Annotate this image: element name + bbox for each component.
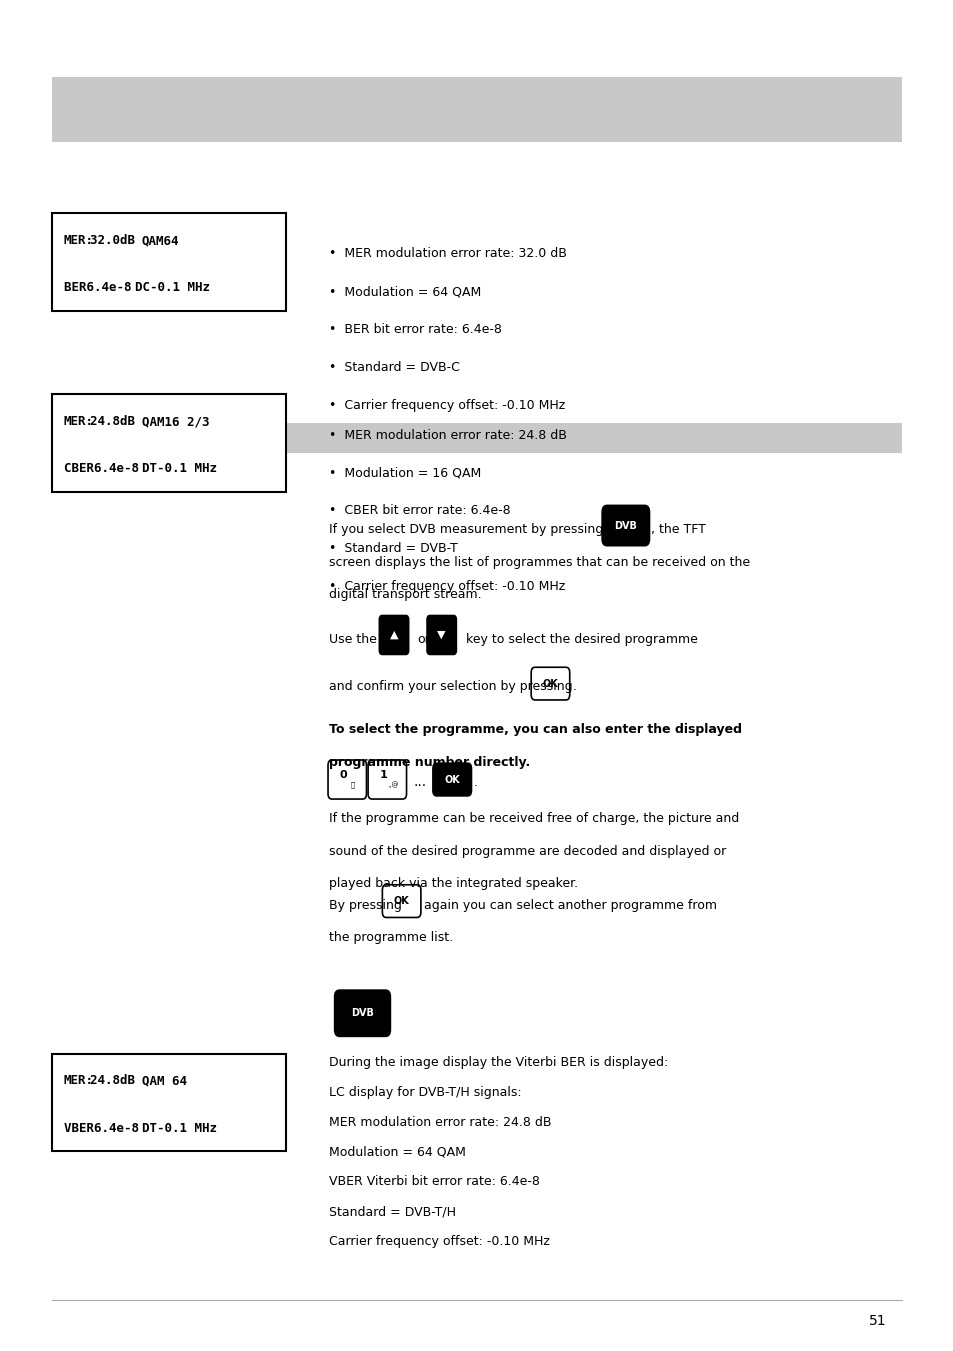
- Text: Carrier frequency offset: -0.10 MHz: Carrier frequency offset: -0.10 MHz: [329, 1235, 550, 1248]
- Text: QAM 64: QAM 64: [142, 1074, 187, 1088]
- Text: DVB: DVB: [614, 520, 637, 531]
- Text: •  Carrier frequency offset: -0.10 MHz: • Carrier frequency offset: -0.10 MHz: [329, 580, 565, 593]
- Text: , the TFT: , the TFT: [650, 523, 705, 536]
- FancyBboxPatch shape: [531, 667, 569, 700]
- FancyBboxPatch shape: [433, 763, 471, 796]
- Text: QAM64: QAM64: [142, 234, 179, 247]
- Text: .,@: .,@: [387, 782, 398, 788]
- Text: 24.8dB: 24.8dB: [90, 415, 150, 428]
- Text: By pressing: By pressing: [329, 898, 401, 912]
- FancyBboxPatch shape: [601, 505, 649, 546]
- Text: VBER6.4e-8: VBER6.4e-8: [64, 1121, 153, 1135]
- Bar: [52, 1054, 286, 1151]
- Text: OK: OK: [394, 896, 409, 907]
- Text: DT-0.1 MHz: DT-0.1 MHz: [142, 1121, 216, 1135]
- Text: •  BER bit error rate: 6.4e-8: • BER bit error rate: 6.4e-8: [329, 323, 501, 336]
- Text: •  Modulation = 64 QAM: • Modulation = 64 QAM: [329, 285, 481, 299]
- Text: •  Standard = DVB-T: • Standard = DVB-T: [329, 542, 457, 555]
- Text: DC-0.1 MHz: DC-0.1 MHz: [135, 281, 210, 295]
- Text: played back via the integrated speaker.: played back via the integrated speaker.: [329, 877, 578, 890]
- Bar: [52, 213, 286, 311]
- Text: .: .: [473, 775, 476, 789]
- Text: 24.8dB: 24.8dB: [90, 1074, 150, 1088]
- Text: 1: 1: [379, 770, 387, 781]
- FancyBboxPatch shape: [368, 761, 406, 798]
- Text: ...: ...: [413, 775, 426, 789]
- Text: MER modulation error rate: 24.8 dB: MER modulation error rate: 24.8 dB: [329, 1116, 551, 1129]
- Text: DT-0.1 MHz: DT-0.1 MHz: [142, 462, 216, 476]
- Text: again you can select another programme from: again you can select another programme f…: [423, 898, 716, 912]
- Text: MER:: MER:: [64, 234, 93, 247]
- Text: digital transport stream.: digital transport stream.: [329, 588, 481, 601]
- Text: LC display for DVB-T/H signals:: LC display for DVB-T/H signals:: [329, 1086, 521, 1100]
- Text: or: or: [416, 632, 429, 646]
- Text: 51: 51: [868, 1315, 885, 1328]
- Text: •  MER modulation error rate: 24.8 dB: • MER modulation error rate: 24.8 dB: [329, 428, 566, 442]
- Text: screen displays the list of programmes that can be received on the: screen displays the list of programmes t…: [329, 555, 749, 569]
- Text: Modulation = 64 QAM: Modulation = 64 QAM: [329, 1146, 465, 1159]
- Text: DVB: DVB: [351, 1008, 374, 1019]
- FancyBboxPatch shape: [382, 885, 420, 917]
- Text: OK: OK: [542, 678, 558, 689]
- Text: BER6.4e-8: BER6.4e-8: [64, 281, 146, 295]
- Text: •  Modulation = 16 QAM: • Modulation = 16 QAM: [329, 466, 481, 480]
- Bar: [52, 394, 286, 492]
- Text: MER:: MER:: [64, 1074, 93, 1088]
- Text: CBER6.4e-8: CBER6.4e-8: [64, 462, 153, 476]
- Text: VBER Viterbi bit error rate: 6.4e-8: VBER Viterbi bit error rate: 6.4e-8: [329, 1175, 539, 1189]
- Text: •  Standard = DVB-C: • Standard = DVB-C: [329, 361, 459, 374]
- Text: •  Carrier frequency offset: -0.10 MHz: • Carrier frequency offset: -0.10 MHz: [329, 399, 565, 412]
- Text: To select the programme, you can also enter the displayed: To select the programme, you can also en…: [329, 723, 741, 736]
- Text: programme number directly.: programme number directly.: [329, 755, 530, 769]
- Text: •  CBER bit error rate: 6.4e-8: • CBER bit error rate: 6.4e-8: [329, 504, 510, 517]
- Text: MER:: MER:: [64, 415, 93, 428]
- Text: OK: OK: [444, 774, 459, 785]
- Text: .: .: [572, 680, 576, 693]
- Text: •  MER modulation error rate: 32.0 dB: • MER modulation error rate: 32.0 dB: [329, 247, 566, 261]
- Bar: [52, 423, 901, 453]
- Text: sound of the desired programme are decoded and displayed or: sound of the desired programme are decod…: [329, 844, 725, 858]
- Text: 32.0dB: 32.0dB: [90, 234, 150, 247]
- Text: If you select DVB measurement by pressing: If you select DVB measurement by pressin…: [329, 523, 602, 536]
- FancyBboxPatch shape: [328, 761, 366, 798]
- Bar: [52, 77, 901, 142]
- FancyBboxPatch shape: [427, 616, 456, 654]
- Text: 0: 0: [339, 770, 347, 781]
- Text: key to select the desired programme: key to select the desired programme: [465, 632, 697, 646]
- FancyBboxPatch shape: [335, 990, 390, 1036]
- Text: During the image display the Viterbi BER is displayed:: During the image display the Viterbi BER…: [329, 1056, 668, 1070]
- Text: If the programme can be received free of charge, the picture and: If the programme can be received free of…: [329, 812, 739, 825]
- Text: ⎵: ⎵: [351, 782, 355, 788]
- Text: Use the: Use the: [329, 632, 376, 646]
- Text: the programme list.: the programme list.: [329, 931, 453, 944]
- Text: Standard = DVB-T/H: Standard = DVB-T/H: [329, 1205, 456, 1219]
- Text: ▲: ▲: [390, 630, 397, 640]
- Text: and confirm your selection by pressing: and confirm your selection by pressing: [329, 680, 572, 693]
- FancyBboxPatch shape: [379, 616, 408, 654]
- Text: ▼: ▼: [437, 630, 445, 640]
- Text: QAM16 2/3: QAM16 2/3: [142, 415, 209, 428]
